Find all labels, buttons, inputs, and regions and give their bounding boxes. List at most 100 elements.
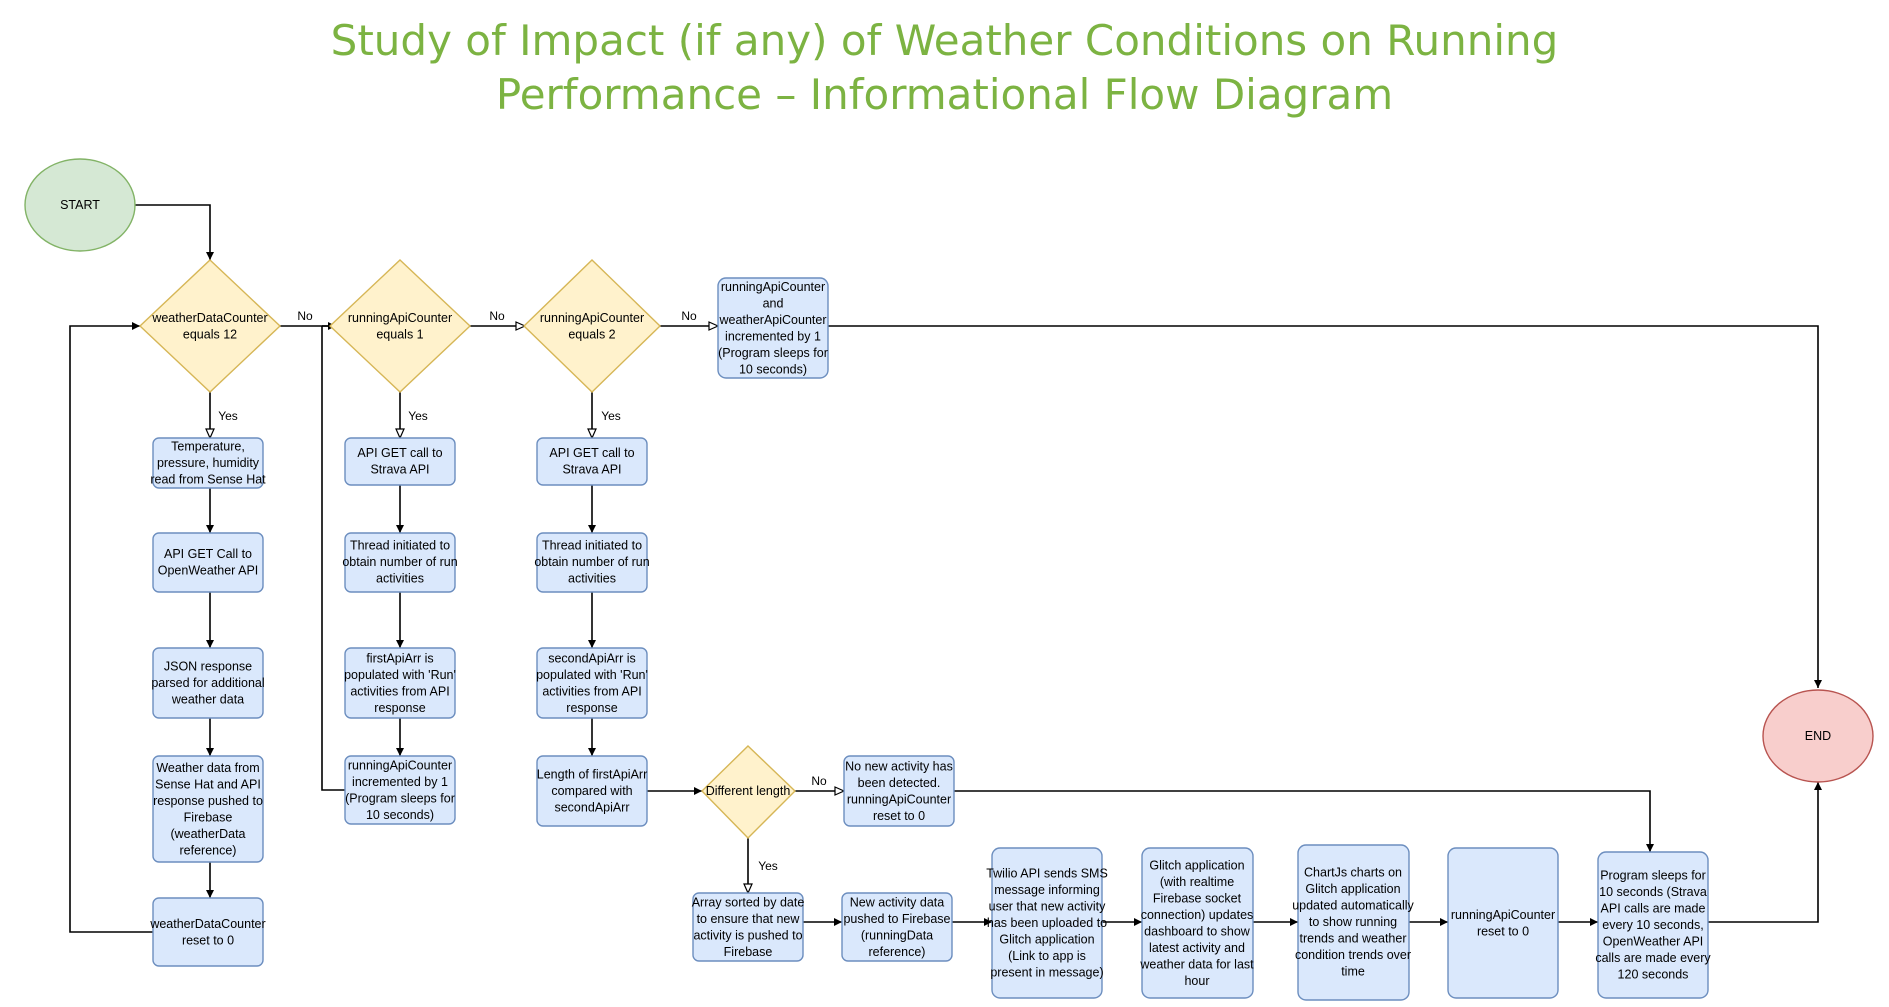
node-text-line: Length of firstApiArr [537,768,647,782]
node-text-line: Glitch application [1149,858,1244,872]
first-arr-text: firstApiArr is populated with 'Run' activi… [344,651,456,715]
label-yes-weather: Yes [218,409,238,423]
node-text-line: reset to 0 [873,809,925,823]
glitch-text: Glitch application (with realtime Firebase… [1139,858,1254,988]
node-text-line: reset to 0 [182,933,234,947]
start-label: START [60,198,100,212]
node-text-line: obtain number of run [534,555,649,569]
process-json-parse: JSON response parsed for additional weathe… [151,647,265,719]
node-text-line: activities from API [542,684,641,698]
no-new-text: No new activity has been detected. running… [845,759,953,823]
node-text-line: weather data for last [1139,957,1254,971]
node-text-line: incremented by 1 [352,775,448,789]
node-text-line: secondApiArr is [548,651,636,665]
node-text-line: Thread initiated to [542,539,642,553]
label-yes-run2: Yes [601,409,621,423]
node-text-line: Strava API [370,462,429,476]
process-chartjs: ChartJs charts on Glitch application updat… [1292,844,1415,1001]
strava-get-1-text: API GET call to Strava API [357,446,442,477]
title-line-2: Performance – Informational Flow Diagram [495,70,1394,119]
process-first-array: firstApiArr is populated with 'Run' activi… [344,647,456,719]
process-sort-array: Array sorted by date to ensure that new ac… [692,892,805,962]
node-text-line: ChartJs charts on [1304,866,1402,880]
node-text-line: (runningData [861,928,933,942]
node-text-line: Glitch application [999,933,1094,947]
node-text-line: populated with 'Run' [344,668,456,682]
process-new-activity-push: New activity data pushed to Firebase (runn… [841,892,953,962]
label-no-weather: No [297,309,313,323]
node-text-line: latest activity and [1149,941,1245,955]
decision-weather-counter: weatherDataCounter equals 12 [138,259,282,393]
node-text-line: runningApiCounter [348,311,452,325]
node-text-line: time [1341,965,1365,979]
end-label: END [1805,729,1831,743]
edge-labels: No No No No Yes Yes Yes Yes [218,309,827,873]
node-text-line: and [763,296,784,310]
node-text-line: 10 seconds) [739,362,807,376]
node-text-line: API GET call to [357,446,442,460]
node-text-line: condition trends over [1295,948,1411,962]
process-thread-2: Thread initiated to obtain number of run a… [534,532,650,593]
node-text-line: equals 12 [183,327,237,341]
node-text-line: user that new activity [989,900,1106,914]
node-text-line: API GET call to [549,446,634,460]
process-increment-both: runningApiCounter and weatherApiCounter inc… [717,277,829,379]
node-text-line: Firebase [724,945,773,959]
openweather-get-text: API GET Call to OpenWeather API [158,547,259,578]
strava-get-2-text: API GET call to Strava API [549,446,634,477]
label-no-run1: No [489,309,505,323]
node-text-line: equals 1 [376,327,423,341]
process-strava-get-1: API GET call to Strava API [344,437,456,486]
node-text-line: has been uploaded to [987,916,1107,930]
node-text-line: response pushed to [153,794,263,808]
node-text-line: JSON response [164,660,252,674]
node-text-line: runningApiCounter [348,758,452,772]
process-second-array: secondApiArr is populated with 'Run' activ… [536,647,648,719]
node-text-line: (weatherData [170,827,245,841]
new-push-text: New activity data pushed to Firebase (runn… [843,895,950,959]
node-text-line: Firebase [184,810,233,824]
process-openweather-get: API GET Call to OpenWeather API [152,532,264,593]
node-text-line: weatherDataCounter [149,917,265,931]
increment-both-text: runningApiCounter and weatherApiCounter inc… [718,280,828,377]
node-text-line: present in message) [990,966,1103,980]
edge-start-to-weather-decision [135,204,214,260]
end-node: END [1762,689,1874,783]
node-text-line: 10 seconds) [366,808,434,822]
node-text-line: parsed for additional [151,676,264,690]
node-text-line: to show running [1309,915,1397,929]
node-text-line: New activity data [850,895,945,909]
title-line-1: Study of Impact (if any) of Weather Cond… [330,16,1559,65]
edge-weather-reset-loop [69,322,153,933]
node-text-line: No new activity has [845,759,953,773]
process-compare-arrays: Length of firstApiArr compared with second… [536,755,648,827]
node-text-line: compared with [551,784,632,798]
node-text-line: to ensure that new [697,912,801,926]
process-strava-get-2: API GET call to Strava API [536,437,648,486]
decision-running-counter-2: runningApiCounter equals 2 [522,259,662,393]
sort-text: Array sorted by date to ensure that new ac… [692,895,805,959]
compare-text: Length of firstApiArr compared with second… [537,768,647,815]
node-text-line: response [566,701,617,715]
node-text-line: Thread initiated to [350,539,450,553]
node-text-line: 10 seconds (Strava [1599,885,1707,899]
json-parse-text: JSON response parsed for additional weathe… [151,660,264,707]
start-node: START [24,158,136,252]
run-increment-text: runningApiCounter incremented by 1 (Progra… [345,758,455,822]
node-text-line: OpenWeather API [1603,935,1704,949]
node-text-line: trends and weather [1299,932,1406,946]
node-text-line: Array sorted by date [692,895,805,909]
node-text-line: API calls are made [1601,902,1706,916]
edge-nonew-to-sleep [954,790,1654,852]
node-text-line: obtain number of run [342,555,457,569]
label-yes-diff: Yes [758,859,778,873]
node-text-line: weatherDataCounter [151,311,267,325]
node-text-line: Weather data from [156,761,259,775]
chartjs-text: ChartJs charts on Glitch application updat… [1292,866,1414,979]
node-text-line: runningApiCounter [1451,908,1555,922]
run-reset-text: runningApiCounter reset to 0 [1451,908,1555,939]
thread-2-text: Thread initiated to obtain number of run a… [534,539,649,586]
node-text-line: Program sleeps for [1600,869,1706,883]
process-thread-1: Thread initiated to obtain number of run a… [342,532,458,593]
